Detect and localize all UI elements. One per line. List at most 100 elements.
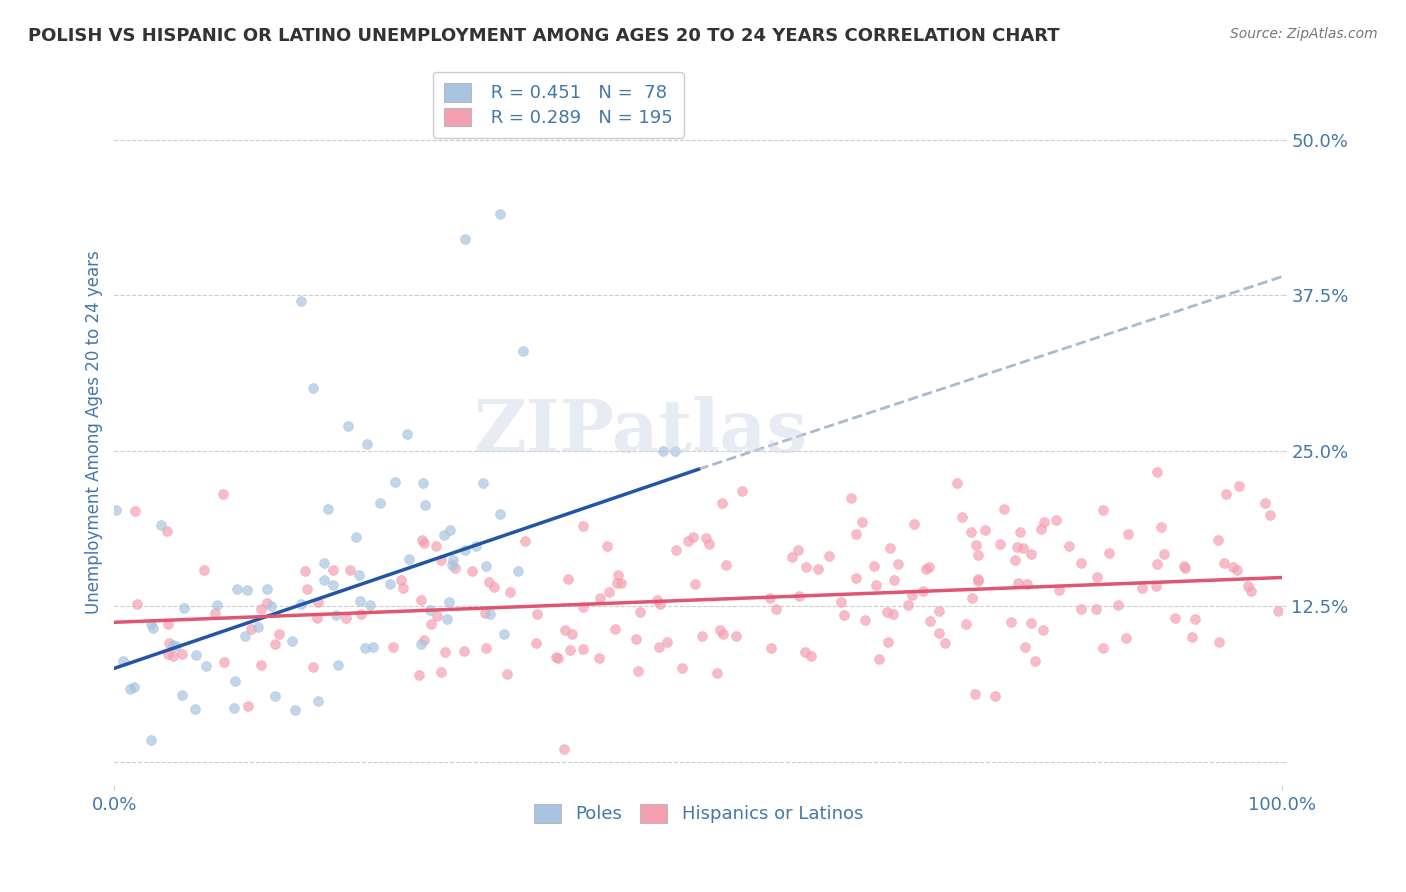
Point bbox=[915, 561, 938, 575]
Point bbox=[1130, 581, 1153, 595]
Point bbox=[204, 607, 226, 621]
Point bbox=[193, 563, 215, 577]
Point bbox=[1085, 569, 1108, 583]
Point bbox=[1070, 556, 1092, 570]
Point bbox=[1254, 496, 1277, 510]
Point bbox=[264, 689, 287, 703]
Point bbox=[195, 659, 218, 673]
Point bbox=[1173, 558, 1195, 573]
Point bbox=[1015, 576, 1038, 591]
Point bbox=[173, 600, 195, 615]
Point bbox=[1004, 553, 1026, 567]
Point bbox=[1070, 602, 1092, 616]
Point bbox=[441, 558, 464, 573]
Point bbox=[226, 582, 249, 597]
Point bbox=[157, 636, 180, 650]
Point bbox=[655, 634, 678, 648]
Point bbox=[353, 641, 375, 656]
Point bbox=[780, 549, 803, 564]
Point bbox=[603, 623, 626, 637]
Point bbox=[765, 601, 787, 615]
Point bbox=[419, 603, 441, 617]
Point bbox=[139, 616, 162, 631]
Point bbox=[205, 599, 228, 613]
Point bbox=[1092, 503, 1115, 517]
Point bbox=[337, 418, 360, 433]
Point bbox=[624, 632, 647, 647]
Point bbox=[710, 495, 733, 509]
Point bbox=[818, 549, 841, 564]
Point bbox=[1011, 541, 1033, 555]
Point bbox=[903, 516, 925, 531]
Point bbox=[111, 654, 134, 668]
Point bbox=[429, 665, 451, 679]
Point bbox=[461, 564, 484, 578]
Point bbox=[307, 594, 329, 608]
Point bbox=[239, 623, 262, 637]
Point bbox=[966, 574, 988, 588]
Point bbox=[222, 701, 245, 715]
Point bbox=[224, 673, 246, 688]
Point bbox=[419, 617, 441, 632]
Point bbox=[1019, 615, 1042, 630]
Point bbox=[184, 648, 207, 662]
Point bbox=[547, 651, 569, 665]
Point bbox=[1226, 564, 1249, 578]
Point bbox=[920, 615, 942, 629]
Point bbox=[1045, 513, 1067, 527]
Point bbox=[1174, 561, 1197, 575]
Point bbox=[328, 657, 350, 672]
Point bbox=[1239, 584, 1261, 599]
Point bbox=[156, 524, 179, 539]
Point bbox=[1014, 640, 1036, 655]
Point bbox=[1032, 623, 1054, 637]
Point bbox=[391, 581, 413, 595]
Point bbox=[478, 607, 501, 622]
Point bbox=[150, 518, 173, 533]
Point bbox=[627, 665, 650, 679]
Point bbox=[381, 640, 404, 655]
Point bbox=[648, 640, 671, 654]
Point bbox=[845, 527, 868, 541]
Point bbox=[1146, 465, 1168, 479]
Point bbox=[474, 606, 496, 620]
Point bbox=[682, 530, 704, 544]
Point bbox=[512, 344, 534, 359]
Point bbox=[759, 641, 782, 656]
Point bbox=[1024, 654, 1046, 668]
Point bbox=[664, 443, 686, 458]
Point bbox=[965, 687, 987, 701]
Point bbox=[499, 585, 522, 599]
Point bbox=[454, 542, 477, 557]
Point bbox=[495, 667, 517, 681]
Point bbox=[322, 563, 344, 577]
Point bbox=[553, 742, 575, 756]
Point bbox=[344, 530, 367, 544]
Point bbox=[141, 733, 163, 747]
Point bbox=[589, 591, 612, 605]
Point bbox=[1150, 520, 1173, 534]
Point bbox=[1144, 579, 1167, 593]
Point bbox=[572, 641, 595, 656]
Point bbox=[443, 561, 465, 575]
Point bbox=[759, 591, 782, 605]
Point bbox=[1222, 559, 1244, 574]
Point bbox=[882, 607, 904, 622]
Point bbox=[960, 591, 983, 606]
Point bbox=[697, 537, 720, 551]
Point bbox=[349, 594, 371, 608]
Point bbox=[184, 702, 207, 716]
Point bbox=[335, 610, 357, 624]
Text: Source: ZipAtlas.com: Source: ZipAtlas.com bbox=[1230, 27, 1378, 41]
Text: ZIPatlas: ZIPatlas bbox=[472, 396, 807, 467]
Point bbox=[411, 533, 433, 548]
Text: POLISH VS HISPANIC OR LATINO UNEMPLOYMENT AMONG AGES 20 TO 24 YEARS CORRELATION : POLISH VS HISPANIC OR LATINO UNEMPLOYMEN… bbox=[28, 27, 1060, 45]
Point bbox=[685, 577, 707, 591]
Point bbox=[316, 501, 339, 516]
Point bbox=[524, 635, 547, 649]
Point bbox=[409, 592, 432, 607]
Point bbox=[236, 699, 259, 714]
Point bbox=[1010, 524, 1032, 539]
Point bbox=[789, 589, 811, 603]
Point bbox=[897, 598, 920, 612]
